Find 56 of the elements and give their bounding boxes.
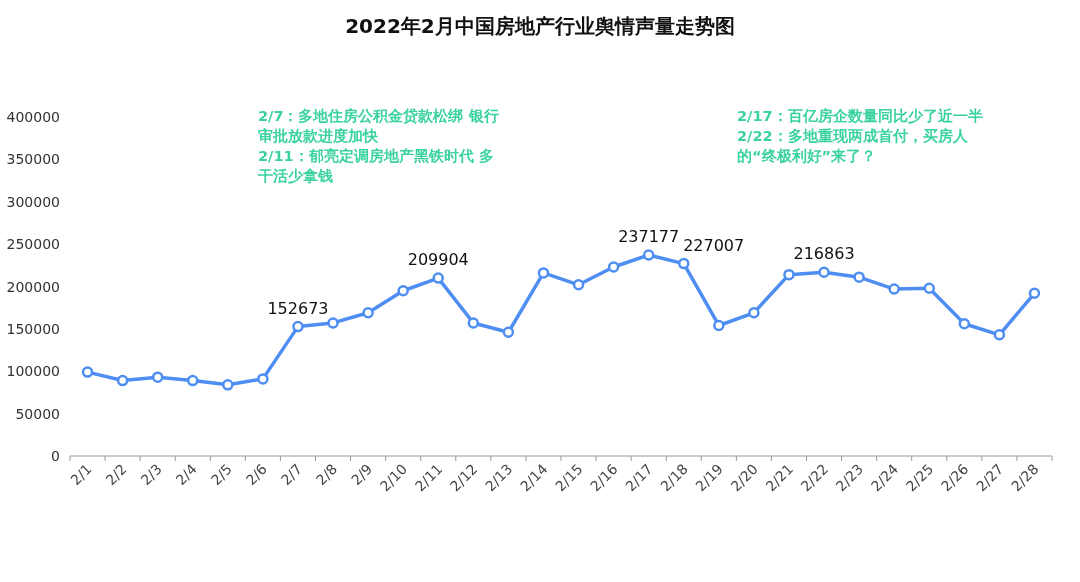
- x-tick-label: 2/5: [207, 460, 235, 489]
- point: [678, 257, 690, 270]
- point: [642, 249, 655, 261]
- point: [1028, 287, 1041, 300]
- point: [923, 282, 935, 294]
- x-tick-label: 2/8: [312, 460, 341, 489]
- x-tick-label: 2/7: [277, 460, 306, 489]
- data-label: 237177: [618, 226, 680, 246]
- point: [748, 307, 760, 319]
- point: [116, 374, 129, 387]
- point: [537, 267, 550, 279]
- x-tick-label: 2/3: [137, 460, 165, 489]
- data-label: 152673: [267, 298, 329, 318]
- point: [572, 279, 585, 291]
- data-label: 227007: [683, 235, 745, 255]
- point: [151, 371, 164, 383]
- annotation: 2/22：多地重现两成首付，买房人的“终极利好”来了？: [737, 127, 969, 166]
- point: [467, 317, 480, 329]
- data-label: 216863: [793, 244, 855, 264]
- point: [607, 261, 620, 273]
- point: [397, 284, 409, 297]
- y-tick-label: 200000: [6, 278, 60, 295]
- data-label: 209904: [407, 250, 469, 270]
- point: [783, 268, 795, 281]
- point: [187, 374, 199, 387]
- point: [713, 319, 725, 332]
- y-tick-label: 350000: [6, 151, 60, 168]
- x-tick-label: 2/1: [67, 460, 95, 489]
- point: [292, 320, 304, 333]
- point: [81, 366, 94, 378]
- annotation: 2/11：郁亮定调房地产黑铁时代 多干活少拿钱: [258, 147, 495, 186]
- point: [993, 329, 1006, 341]
- point: [853, 271, 865, 283]
- point: [257, 373, 269, 385]
- x-tick-label: 2/2: [102, 460, 130, 489]
- point: [327, 317, 339, 329]
- chart-title: 2022年2月中国房地产行业舆情声量走势图: [345, 14, 735, 38]
- y-tick-label: 400000: [6, 109, 60, 125]
- point: [222, 379, 234, 391]
- y-tick-label: 100000: [6, 363, 60, 380]
- y-tick-label: 0: [51, 448, 60, 464]
- point: [362, 307, 374, 319]
- annotation: 2/17：百亿房企数量同比少了近一半: [737, 107, 984, 126]
- y-tick-label: 250000: [6, 236, 60, 253]
- point: [958, 318, 971, 330]
- x-tick-label: 2/6: [242, 460, 271, 489]
- point: [888, 283, 900, 295]
- x-tick-label: 2/4: [172, 460, 200, 489]
- point: [818, 266, 830, 278]
- y-tick-label: 300000: [6, 193, 60, 210]
- point: [502, 326, 515, 339]
- annotation: 2/7：多地住房公积金贷款松绑 银行审批放款进度加快: [258, 107, 500, 146]
- x-tick-label: 2/9: [347, 460, 376, 489]
- y-tick-label: 50000: [15, 405, 60, 422]
- point: [432, 272, 444, 284]
- y-tick-label: 150000: [6, 320, 60, 337]
